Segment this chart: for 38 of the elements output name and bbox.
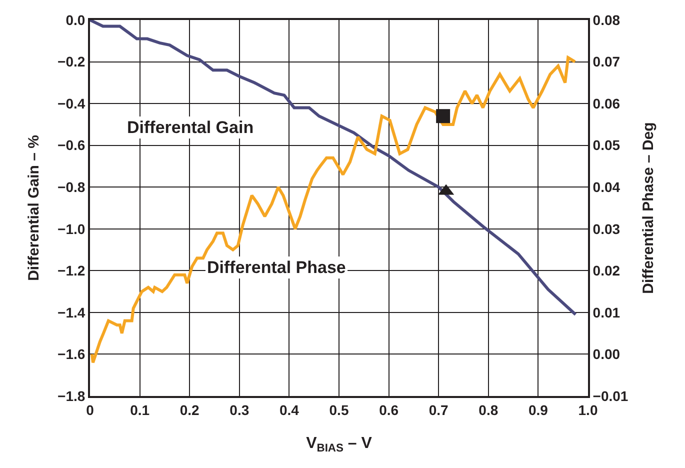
x-tick-label: 0.6 <box>379 402 399 418</box>
y2-tick-label: 0.03 <box>592 220 620 237</box>
y2-axis-title: Differential Phase – Deg <box>640 122 657 294</box>
y2-tick-label: 0.06 <box>592 95 620 112</box>
y2-tick-label: 0.07 <box>592 54 620 70</box>
series-label: Differental Phase <box>207 258 346 277</box>
y2-tick-label: 0.08 <box>592 12 620 28</box>
y2-tick-label: 0.00 <box>592 346 620 362</box>
y-tick-label: −1.0 <box>58 220 86 237</box>
series-label: Differental Gain <box>127 118 254 137</box>
x-tick-label: 0 <box>86 402 94 418</box>
y-tick-label: 0.0 <box>66 12 86 28</box>
x-tick-label: 0.7 <box>428 402 449 418</box>
x-tick-label: 0.9 <box>528 402 548 418</box>
y-tick-label: −0.8 <box>58 179 86 196</box>
y-tick-label: −0.2 <box>58 54 86 70</box>
x-tick-label: 0.4 <box>279 402 300 418</box>
line-series <box>90 20 578 316</box>
y-tick-label: −1.8 <box>58 388 86 404</box>
x-tick-label: 0.2 <box>180 402 200 418</box>
y2-tick-label: −0.01 <box>592 388 628 404</box>
y-tick-label: −0.4 <box>58 95 86 112</box>
y-tick-label: −1.2 <box>58 262 86 279</box>
y2-tick-label: 0.01 <box>592 304 620 320</box>
y-tick-label: −0.6 <box>58 137 86 154</box>
y2-tick-label: 0.02 <box>592 262 620 279</box>
x-tick-label: 0.5 <box>329 402 349 418</box>
x-tick-label: 1.0 <box>578 402 598 418</box>
x-tick-label: 0.3 <box>230 402 250 418</box>
x-axis-title: V$_{BIAS}$ – V <box>306 435 372 454</box>
y2-tick-label: 0.05 <box>592 137 620 154</box>
y-tick-label: −1.4 <box>58 304 86 320</box>
y2-tick-label: 0.04 <box>592 179 620 196</box>
x-tick-label: 0.8 <box>478 402 498 418</box>
line-series <box>90 56 577 364</box>
y-tick-label: −1.6 <box>58 346 86 362</box>
x-tick-label: 0.1 <box>130 402 150 418</box>
y-axis-title: Differential Gain – % <box>25 135 42 281</box>
